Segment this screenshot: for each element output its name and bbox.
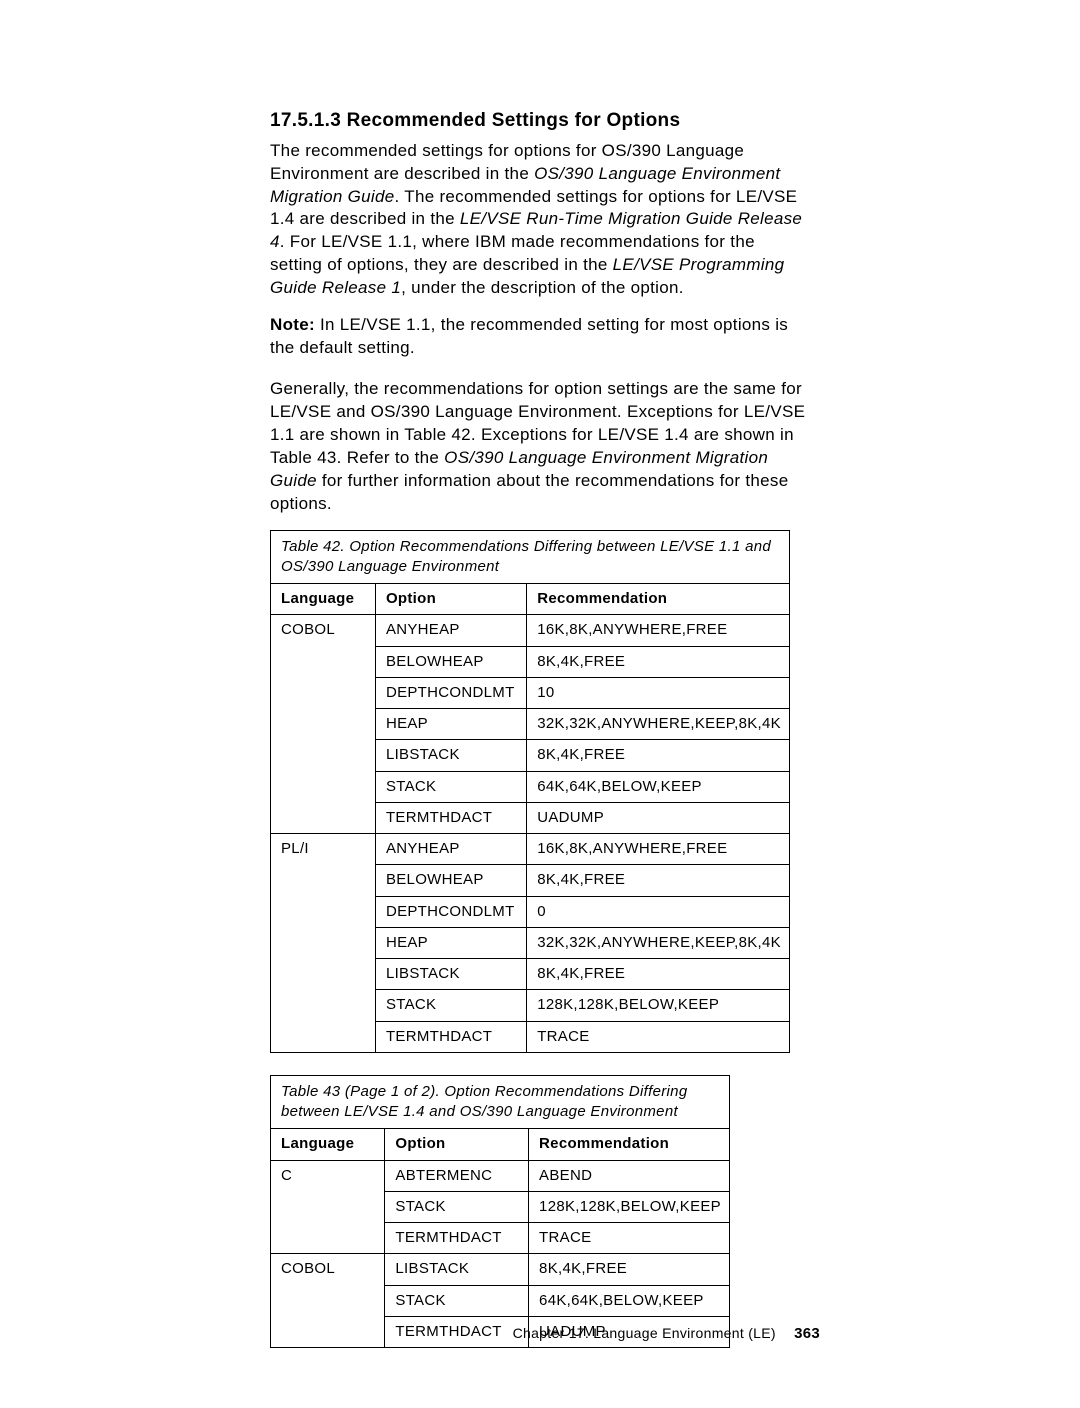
- cell-option: ANYHEAP: [375, 615, 526, 646]
- col-header-option: Option: [385, 1129, 529, 1160]
- table-caption: Table 42. Option Recommendations Differi…: [271, 530, 790, 584]
- cell-recommendation: 16K,8K,ANYWHERE,FREE: [527, 834, 790, 865]
- paragraph-1: The recommended settings for options for…: [270, 140, 810, 301]
- table-row: COBOLANYHEAP16K,8K,ANYWHERE,FREE: [271, 615, 790, 646]
- table-42: Table 42. Option Recommendations Differi…: [270, 530, 790, 1053]
- table-header-row: Language Option Recommendation: [271, 1129, 730, 1160]
- col-header-language: Language: [271, 584, 376, 615]
- cell-option: ANYHEAP: [375, 834, 526, 865]
- note-paragraph: Note: In LE/VSE 1.1, the recommended set…: [270, 314, 810, 360]
- cell-recommendation: 8K,4K,FREE: [527, 865, 790, 896]
- footer-chapter: Chapter 17. Language Environment (LE): [513, 1325, 776, 1341]
- cell-option: HEAP: [375, 927, 526, 958]
- cell-option: STACK: [385, 1285, 529, 1316]
- table-caption-row: Table 43 (Page 1 of 2). Option Recommend…: [271, 1075, 730, 1129]
- cell-recommendation: 8K,4K,FREE: [529, 1254, 730, 1285]
- cell-option: BELOWHEAP: [375, 865, 526, 896]
- col-header-recommendation: Recommendation: [529, 1129, 730, 1160]
- cell-recommendation: 32K,32K,ANYWHERE,KEEP,8K,4K: [527, 709, 790, 740]
- text: for further information about the recomm…: [270, 471, 788, 513]
- cell-recommendation: 0: [527, 896, 790, 927]
- cell-option: TERMTHDACT: [375, 1021, 526, 1052]
- col-header-recommendation: Recommendation: [527, 584, 790, 615]
- cell-option: LIBSTACK: [375, 740, 526, 771]
- note-text: In LE/VSE 1.1, the recommended setting f…: [270, 315, 788, 357]
- cell-recommendation: TRACE: [527, 1021, 790, 1052]
- cell-recommendation: ABEND: [529, 1160, 730, 1191]
- cell-recommendation: 16K,8K,ANYWHERE,FREE: [527, 615, 790, 646]
- cell-recommendation: 8K,4K,FREE: [527, 959, 790, 990]
- footer-page-number: 363: [794, 1325, 820, 1342]
- cell-recommendation: 8K,4K,FREE: [527, 740, 790, 771]
- cell-option: LIBSTACK: [375, 959, 526, 990]
- cell-option: TERMTHDACT: [385, 1223, 529, 1254]
- cell-option: BELOWHEAP: [375, 646, 526, 677]
- table-header-row: Language Option Recommendation: [271, 584, 790, 615]
- cell-recommendation: UADUMP: [527, 802, 790, 833]
- cell-option: STACK: [375, 771, 526, 802]
- cell-option: TERMTHDACT: [375, 802, 526, 833]
- cell-language: C: [271, 1160, 385, 1254]
- cell-recommendation: 64K,64K,BELOW,KEEP: [527, 771, 790, 802]
- cell-option: DEPTHCONDLMT: [375, 677, 526, 708]
- cell-option: LIBSTACK: [385, 1254, 529, 1285]
- cell-language: PL/I: [271, 834, 376, 1053]
- cell-option: TERMTHDACT: [385, 1316, 529, 1347]
- col-header-option: Option: [375, 584, 526, 615]
- section-heading: 17.5.1.3 Recommended Settings for Option…: [270, 108, 810, 134]
- table-43: Table 43 (Page 1 of 2). Option Recommend…: [270, 1075, 730, 1348]
- table-row: PL/IANYHEAP16K,8K,ANYWHERE,FREE: [271, 834, 790, 865]
- cell-recommendation: 10: [527, 677, 790, 708]
- cell-option: STACK: [375, 990, 526, 1021]
- cell-recommendation: 8K,4K,FREE: [527, 646, 790, 677]
- cell-recommendation: 32K,32K,ANYWHERE,KEEP,8K,4K: [527, 927, 790, 958]
- table-caption-row: Table 42. Option Recommendations Differi…: [271, 530, 790, 584]
- page-footer: Chapter 17. Language Environment (LE) 36…: [513, 1324, 820, 1344]
- cell-recommendation: 64K,64K,BELOW,KEEP: [529, 1285, 730, 1316]
- text: , under the description of the option.: [401, 278, 684, 297]
- cell-option: DEPTHCONDLMT: [375, 896, 526, 927]
- cell-option: HEAP: [375, 709, 526, 740]
- cell-language: COBOL: [271, 1254, 385, 1348]
- cell-option: STACK: [385, 1191, 529, 1222]
- table-row: CABTERMENCABEND: [271, 1160, 730, 1191]
- cell-option: ABTERMENC: [385, 1160, 529, 1191]
- cell-language: COBOL: [271, 615, 376, 834]
- cell-recommendation: TRACE: [529, 1223, 730, 1254]
- note-label: Note:: [270, 315, 315, 334]
- table-caption: Table 43 (Page 1 of 2). Option Recommend…: [271, 1075, 730, 1129]
- col-header-language: Language: [271, 1129, 385, 1160]
- cell-recommendation: 128K,128K,BELOW,KEEP: [527, 990, 790, 1021]
- cell-recommendation: 128K,128K,BELOW,KEEP: [529, 1191, 730, 1222]
- table-row: COBOLLIBSTACK8K,4K,FREE: [271, 1254, 730, 1285]
- paragraph-2: Generally, the recommendations for optio…: [270, 378, 810, 516]
- page-content: 17.5.1.3 Recommended Settings for Option…: [0, 0, 1080, 1408]
